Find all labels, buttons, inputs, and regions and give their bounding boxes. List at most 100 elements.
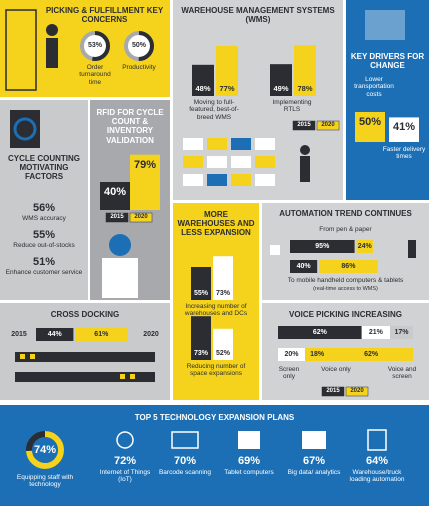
bar-segment — [329, 348, 413, 361]
bar-segment — [278, 348, 305, 361]
bar-label: 44% — [47, 331, 62, 338]
bar — [290, 260, 318, 273]
bar-label: 86% — [341, 263, 356, 270]
bar-label: 18% — [310, 351, 325, 358]
bar-label: 79% — [133, 158, 157, 171]
bar-label: 17% — [394, 329, 409, 336]
bar-segment — [361, 326, 391, 339]
bar — [130, 154, 160, 210]
bar-label: 48% — [195, 84, 211, 93]
legend-label: 2020 — [321, 122, 335, 128]
item-label: Faster delivery times — [382, 146, 426, 161]
category-label: Screen only — [278, 366, 300, 381]
legend-label: 2020 — [134, 214, 148, 220]
decor — [5, 9, 416, 451]
bar-segment — [390, 326, 413, 339]
donut-arc — [80, 31, 110, 61]
item-label: Reduce out-of-stocks — [13, 242, 75, 249]
bar — [356, 240, 373, 253]
row-note: (real-time access to WMS) — [313, 286, 378, 292]
bar-label: 24% — [357, 243, 372, 250]
value-label: 69% — [237, 455, 261, 467]
section-title: VOICE PICKING INCREASING — [289, 310, 402, 319]
bar-label: 73% — [215, 290, 230, 297]
legend-swatch — [321, 386, 345, 397]
item-label: Lower transportation costs — [354, 76, 394, 98]
value-label: 55% — [32, 229, 56, 241]
donut-label: 53% — [87, 42, 102, 49]
bar-label: 55% — [193, 290, 208, 297]
item-label: Equipping staff with technology — [16, 474, 74, 489]
bar — [216, 45, 238, 96]
item-label: Tablet computers — [224, 469, 274, 476]
donut-face — [83, 34, 107, 58]
bar-label: 49% — [273, 84, 289, 93]
bar — [290, 240, 355, 253]
year-label: 2015 — [11, 331, 27, 338]
year-label: 2020 — [143, 331, 159, 338]
bar — [75, 328, 128, 341]
section-title: AUTOMATION TREND CONTINUES — [279, 209, 412, 218]
bar — [100, 182, 130, 210]
section-title: CROSS DOCKING — [50, 310, 120, 319]
item-label: Order turnaround time — [79, 64, 111, 86]
donut-arc — [124, 31, 154, 61]
donut-label: 74% — [33, 444, 57, 456]
bar-label: 52% — [215, 350, 230, 357]
row-label: To mobile handheld computers & tablets — [287, 277, 404, 284]
category-label: Voice and screen — [387, 366, 417, 381]
bar — [213, 328, 233, 360]
bar-label: 50% — [358, 116, 382, 128]
bar-label: 40% — [103, 186, 127, 198]
panel-cross — [0, 303, 170, 400]
bar-label: 40% — [296, 263, 311, 270]
bar-label: 20% — [284, 351, 299, 358]
panel-top5 — [0, 405, 429, 506]
value-label: 67% — [302, 455, 326, 467]
bar-label: 41% — [392, 121, 416, 134]
item-label: Big data/ analytics — [287, 469, 341, 476]
bar — [191, 267, 211, 300]
value-label: 72% — [113, 455, 137, 467]
item-label: Productivity — [122, 64, 156, 71]
legend-swatch — [316, 120, 340, 131]
item-label: Internet of Things (IoT) — [99, 469, 151, 484]
legend-swatch — [105, 212, 129, 223]
bar-label: 62% — [364, 351, 379, 358]
section-title: PICKING & FULFILLMENT KEY CONCERNS — [45, 6, 164, 25]
section-title: TOP 5 TECHNOLOGY EXPANSION PLANS — [134, 413, 295, 422]
legend-swatch — [129, 212, 153, 223]
legend-swatch — [345, 386, 369, 397]
bar — [213, 256, 233, 300]
group-label: Increasing number of warehouses and DCs — [184, 303, 248, 318]
bar — [191, 316, 211, 360]
group-label: Implementing RTLS — [272, 99, 312, 114]
section-title: WAREHOUSE MANAGEMENT SYSTEMS (WMS) — [181, 6, 335, 25]
group-label: Moving to full-featured, best-of-breed W… — [189, 99, 239, 121]
panel-expansion — [173, 203, 259, 400]
bar — [389, 117, 419, 142]
bar — [294, 45, 316, 96]
bar-segment — [278, 326, 362, 339]
bar-label: 73% — [193, 350, 208, 357]
item-label: Warehouse/truck loading automation — [349, 469, 405, 484]
section-title: KEY DRIVERS FOR CHANGE — [350, 52, 425, 71]
row-label: From pen & paper — [319, 226, 372, 233]
section-title: CYCLE COUNTING MOTIVATING FACTORS — [8, 154, 80, 182]
bar-label: 21% — [368, 329, 383, 336]
legend-swatch — [292, 120, 316, 131]
item-label: Barcode scanning — [158, 469, 212, 476]
item-label: WMS accuracy — [22, 215, 66, 222]
donut-face — [127, 34, 151, 58]
bar-label: 61% — [94, 331, 109, 338]
value-label: 64% — [365, 455, 389, 467]
category-label: Voice only — [321, 366, 351, 373]
donut-label: 50% — [131, 42, 146, 49]
bar-label: 78% — [297, 84, 313, 93]
donut-arc — [26, 431, 64, 469]
legend-label: 2015 — [297, 122, 311, 128]
bar-label: 62% — [312, 329, 327, 336]
section-title: RFID FOR CYCLE COUNT & INVENTORY VALIDAT… — [96, 108, 164, 145]
